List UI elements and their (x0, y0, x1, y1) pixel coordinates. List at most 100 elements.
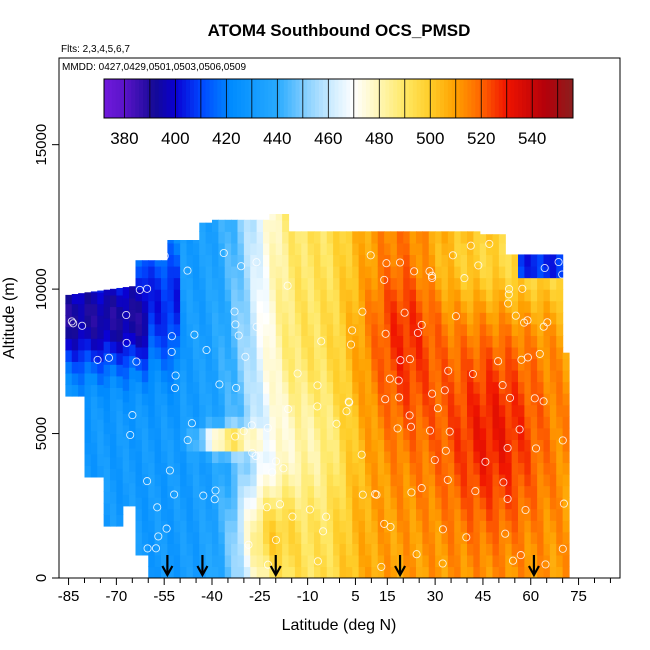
heatmap-cell (390, 393, 398, 406)
heatmap-cell (422, 462, 430, 475)
heatmap-cell (205, 427, 213, 440)
heatmap-cell (192, 450, 200, 464)
heatmap-cell (409, 416, 417, 429)
heatmap-cell (460, 266, 468, 279)
heatmap-cell (263, 450, 270, 464)
x-axis: -85 -70 -55 -40 -25 -10 5 15 30 45 60 75 (58, 578, 611, 605)
heatmap-cell (167, 381, 175, 394)
heatmap-cell (365, 404, 372, 417)
heatmap-cell (352, 531, 360, 544)
heatmap-cell (435, 242, 443, 256)
heatmap-cell (97, 292, 105, 305)
heatmap-cell (333, 462, 341, 475)
heatmap-cell (212, 427, 219, 440)
heatmap-cell (365, 462, 372, 475)
heatmap-cell (358, 277, 366, 290)
heatmap-cell (294, 381, 302, 394)
heatmap-cell (231, 300, 239, 313)
heatmap-cell (294, 312, 302, 325)
heatmap-cell (199, 450, 207, 464)
heatmap-cell (275, 370, 283, 383)
heatmap-cell (479, 427, 487, 440)
heatmap-cell (492, 289, 500, 302)
heatmap-cell (307, 277, 315, 290)
heatmap-cell (486, 370, 494, 383)
heatmap-cell (467, 335, 474, 348)
heatmap-cell (549, 346, 557, 360)
heatmap-cell (537, 266, 545, 279)
heatmap-cell (537, 335, 545, 348)
heatmap-cell (505, 508, 513, 521)
heatmap-cell (441, 312, 449, 325)
heatmap-cell (148, 300, 156, 313)
heatmap-cell (549, 404, 557, 417)
heatmap-cell (384, 485, 392, 498)
heatmap-cell (231, 219, 239, 232)
heatmap-cell (454, 543, 462, 556)
heatmap-cell (365, 323, 372, 336)
heatmap-cell (358, 358, 366, 371)
heatmap-cell (479, 474, 487, 487)
heatmap-cell (282, 346, 290, 360)
heatmap-cell (441, 543, 449, 556)
heatmap-cell (129, 332, 137, 345)
heatmap-cell (403, 346, 411, 360)
heatmap-cell (161, 370, 168, 383)
heatmap-cell (416, 543, 423, 556)
heatmap-cell (180, 427, 188, 440)
heatmap-cell (403, 462, 411, 475)
heatmap-cell (141, 404, 149, 417)
observation-point (558, 270, 567, 279)
heatmap-cell (454, 277, 462, 290)
heatmap-cell (320, 358, 328, 371)
heatmap-cell (422, 404, 430, 417)
heatmap-cell (447, 381, 455, 394)
heatmap-cell (365, 508, 372, 521)
heatmap-cell (205, 393, 213, 406)
heatmap-cell (314, 277, 321, 290)
heatmap-cell (518, 474, 525, 487)
heatmap-cell (441, 323, 449, 336)
colorbar-swatch (244, 79, 250, 118)
heatmap-cell (556, 462, 564, 475)
heatmap-cell (537, 300, 545, 313)
heatmap-cell (454, 520, 462, 533)
heatmap-cell (167, 531, 175, 544)
heatmap-cell (339, 358, 347, 371)
heatmap-cell (537, 531, 545, 544)
heatmap-cell (511, 393, 519, 406)
heatmap-cell (301, 312, 309, 325)
heatmap-cell (518, 416, 525, 429)
heatmap-cell (473, 543, 481, 556)
heatmap-cell (84, 453, 92, 466)
heatmap-cell (518, 393, 525, 406)
heatmap-cell (212, 219, 219, 232)
heatmap-cell (435, 508, 443, 521)
heatmap-cell (186, 474, 194, 487)
heatmap-cell (288, 312, 296, 325)
heatmap-cell (377, 474, 385, 487)
heatmap-cell (294, 393, 302, 406)
heatmap-cell (135, 416, 143, 429)
heatmap-cell (498, 370, 506, 383)
heatmap-cell (447, 312, 455, 325)
observation-point (505, 284, 514, 294)
heatmap-cell (314, 485, 321, 498)
heatmap-cell (167, 404, 175, 417)
heatmap-cell (78, 303, 86, 316)
colorbar-swatch (146, 79, 152, 118)
heatmap-cell (339, 554, 347, 568)
heatmap-cell (396, 393, 404, 406)
x-tick-label: 5 (351, 588, 359, 605)
heatmap-cell (180, 497, 188, 510)
heatmap-cell (135, 404, 143, 417)
heatmap-cell (231, 312, 239, 325)
observation-point (154, 532, 163, 541)
heatmap-cell (441, 416, 449, 429)
heatmap-cell (256, 381, 264, 394)
heatmap-cell (205, 531, 213, 544)
heatmap-cell (97, 349, 105, 362)
heatmap-cell (467, 439, 474, 452)
heatmap-cell (314, 381, 321, 394)
